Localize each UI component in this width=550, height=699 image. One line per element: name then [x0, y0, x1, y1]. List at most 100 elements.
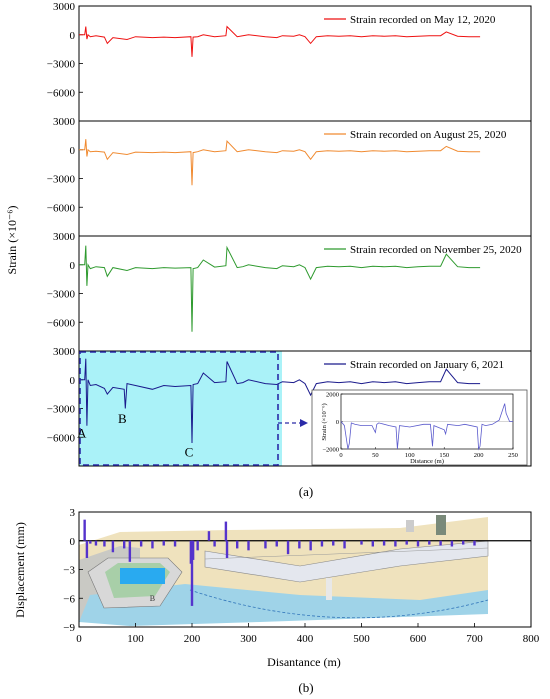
y-tick-label: −6000 [47, 432, 76, 444]
panel-a-legends: Strain recorded on May 12, 2020 Strain re… [324, 14, 522, 371]
annotation-C: C [185, 444, 194, 459]
displacement-bar [371, 540, 374, 547]
displacement-bar [173, 540, 177, 547]
panel-a-series [79, 25, 481, 444]
y-tick-label: 0 [70, 260, 76, 272]
b-y-tick-label: −3 [63, 565, 75, 577]
inset-y-tick-label: −2000 [322, 447, 339, 454]
displacement-bar [162, 540, 165, 546]
displacement-bar [286, 540, 290, 555]
displacement-bar [264, 540, 267, 549]
displacement-bar [343, 540, 346, 549]
highlight-arrow-head [300, 419, 308, 427]
displacement-bar [83, 519, 86, 541]
panel-a-y-ticks: 3000 0 −3000 −6000 3000 0 −3000 −6000 3000 0 −3000… [47, 1, 83, 444]
inset-y-label: Strain (×10⁻⁶) [321, 403, 328, 440]
displacement-bar [85, 540, 89, 558]
b-x-tick-label: 600 [410, 633, 427, 645]
y-tick-label: −3000 [47, 59, 76, 71]
displacement-bar [123, 540, 126, 549]
displacement-bar [207, 531, 211, 541]
b-x-tick-label: 500 [353, 633, 370, 645]
inset-x-tick-label: 0 [339, 452, 342, 459]
displacement-bar [382, 540, 386, 546]
annotation-B: B [118, 411, 127, 426]
displacement-bar [275, 540, 278, 547]
x-axis-label-b: Disantance (m) [267, 655, 341, 669]
inset-x-tick-label: 50 [372, 452, 379, 459]
y-tick-label: 3000 [53, 1, 76, 13]
b-x-tick-label: 700 [466, 633, 483, 645]
b-y-tick-label: 0 [70, 536, 76, 548]
inset-frame [311, 389, 528, 466]
displacement-bar [332, 540, 335, 546]
displacement-bar [128, 540, 132, 562]
annotation-A: A [77, 425, 87, 440]
legend-label-2: Strain recorded on August 25, 2020 [350, 129, 507, 141]
panel-b-bars [83, 519, 476, 606]
pit-water-region [79, 584, 488, 626]
displacement-bar [405, 540, 408, 545]
water-boundary [189, 589, 489, 619]
tunnel-centerline [204, 547, 489, 560]
pile-3 [406, 520, 414, 532]
y-tick-label: −6000 [47, 87, 76, 99]
displacement-bar [151, 540, 154, 549]
b-x-tick-label: 300 [240, 633, 257, 645]
displacement-bar [360, 540, 363, 545]
displacement-bar [225, 540, 229, 558]
displacement-bar [139, 540, 143, 547]
panel-b-ticks: 30−3−6−90 100 200 300 400 500 600 700 800 [63, 507, 539, 645]
panel-a: 3000 0 −3000 −6000 3000 0 −3000 −6000 3000 0 −3000… [5, 1, 532, 467]
tunnel-section [204, 540, 489, 583]
displacement-bar [224, 521, 228, 541]
b-x-tick-label: 800 [523, 633, 540, 645]
displacement-bar [89, 540, 92, 544]
y-tick-label: −3000 [47, 404, 76, 416]
pile-2 [436, 515, 446, 535]
pit-pool [120, 568, 165, 584]
displacement-bar [428, 540, 431, 545]
y-tick-label: 3000 [53, 116, 76, 128]
panel-b: 30−3−6−90 100 200 300 400 500 600 700 800 B Disp… [13, 507, 540, 669]
y-tick-label: −3000 [47, 174, 76, 186]
displacement-bar [103, 540, 106, 547]
displacement-bar [450, 540, 454, 547]
b-y-tick-label: −9 [63, 622, 75, 634]
series-line-1 [79, 25, 481, 57]
panel-a-background-layer [79, 351, 282, 466]
panel-b-label: (b) [298, 680, 313, 695]
legend-label-3: Strain recorded on November 25, 2020 [350, 244, 522, 256]
b-y-tick-label: 3 [70, 507, 76, 519]
displacement-bar [190, 540, 194, 606]
displacement-bar [473, 540, 476, 546]
b-y-tick-label: −6 [63, 593, 75, 605]
displacement-bar [309, 540, 312, 551]
highlight-dashed-border [79, 351, 279, 466]
y-axis-label-b: Displacement (mm) [13, 522, 27, 618]
y-tick-label: 0 [70, 145, 76, 157]
y-tick-label: −6000 [47, 202, 76, 214]
displacement-bar [394, 540, 397, 547]
displacement-bar [320, 540, 324, 547]
y-tick-label: 0 [70, 375, 76, 387]
legend-label-1: Strain recorded on May 12, 2020 [350, 14, 496, 26]
y-tick-label: 3000 [53, 346, 76, 358]
inset-y-tick-label: 0 [336, 419, 339, 426]
panel-a-label: (a) [299, 484, 313, 499]
b-x-tick-label: 400 [297, 633, 314, 645]
inset-x-tick-label: 200 [474, 452, 484, 459]
series-line-4 [79, 358, 481, 444]
y-axis-label-a: Strain (×10⁻⁶) [5, 206, 19, 275]
displacement-bar [462, 540, 465, 545]
inset-x-tick-label: 150 [439, 452, 449, 459]
series-line-3 [79, 245, 481, 332]
inset-series-line [340, 403, 513, 451]
pile-1 [326, 578, 332, 600]
b-x-tick-label: 100 [127, 633, 144, 645]
displacement-bar [247, 540, 250, 551]
site-illustration [79, 515, 489, 626]
